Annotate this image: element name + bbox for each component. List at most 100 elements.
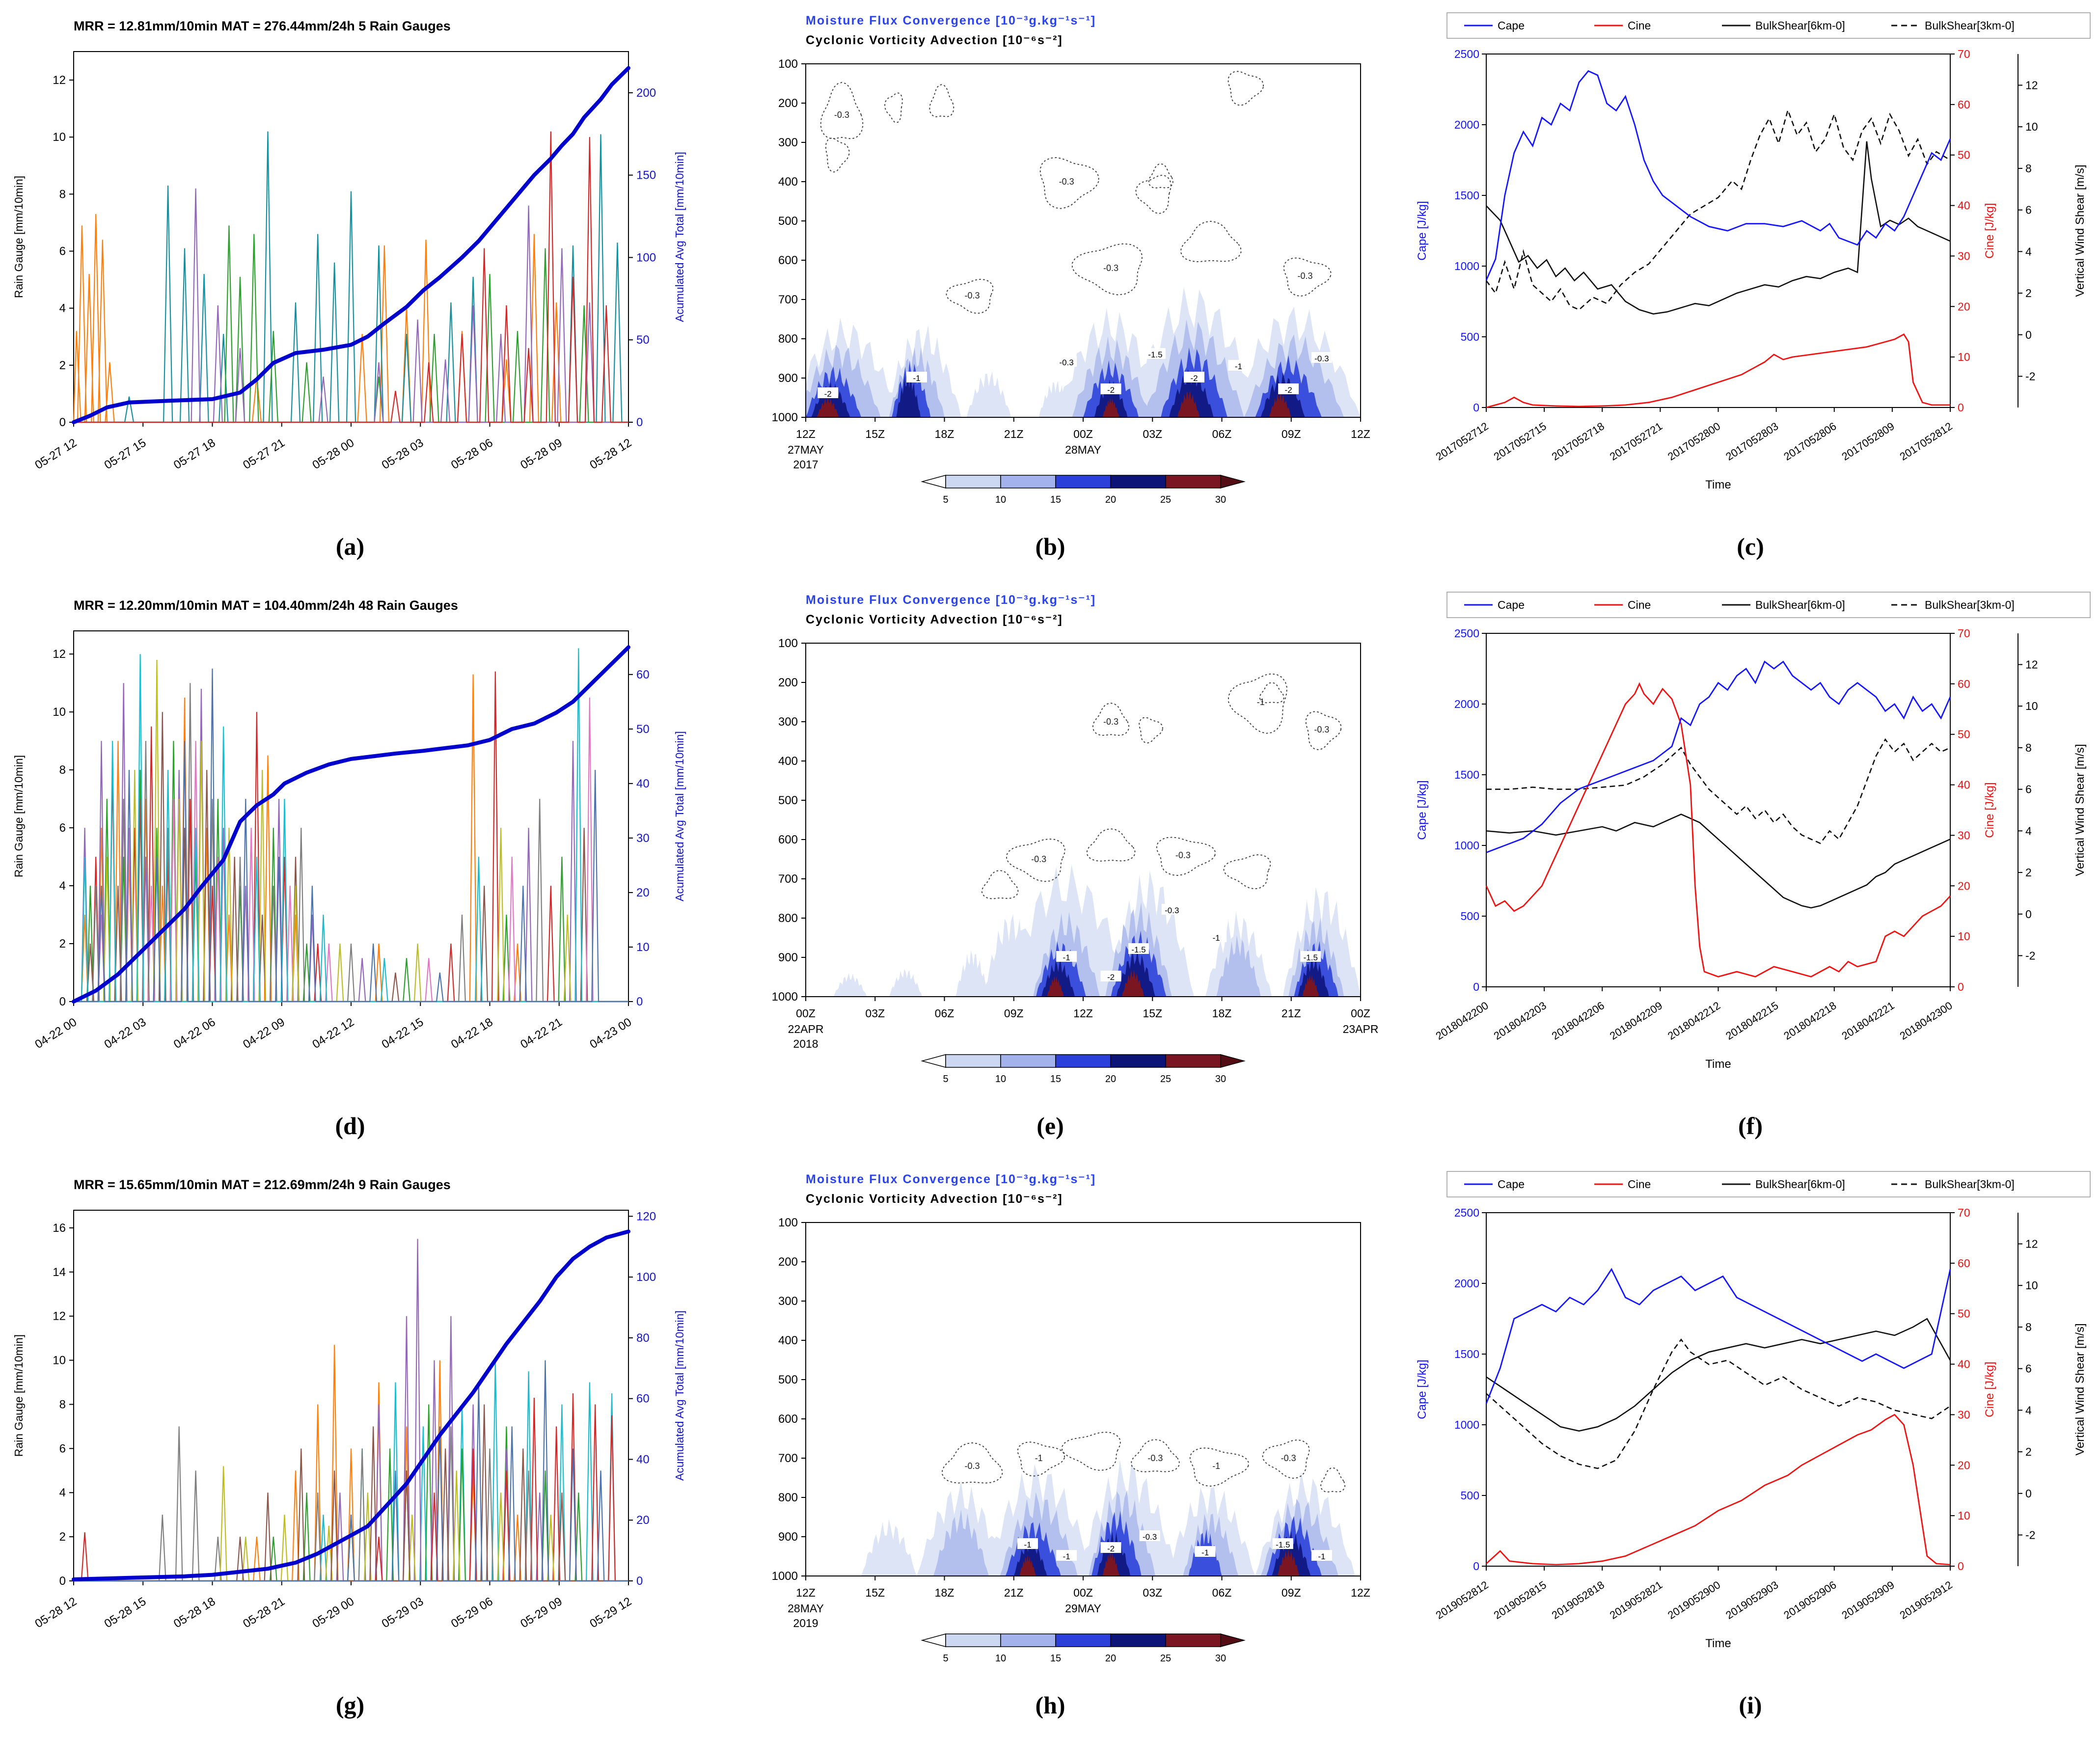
panel-h: Moisture Flux Convergence [10⁻³g.kg⁻¹s⁻¹… [700, 1159, 1400, 1738]
panel-b-chart: Moisture Flux Convergence [10⁻³g.kg⁻¹s⁻¹… [700, 0, 1400, 540]
panel-c: Cape Cine BulkShear[6km-0] BulkShear[3km-0]… [1400, 0, 2100, 579]
svg-text:-1: -1 [913, 374, 920, 383]
svg-text:03Z: 03Z [1143, 1586, 1162, 1599]
svg-text:0: 0 [1958, 1560, 1964, 1573]
svg-text:2: 2 [59, 1530, 66, 1544]
svg-text:6: 6 [59, 821, 66, 835]
svg-text:20: 20 [1958, 879, 1970, 892]
svg-text:-0.3: -0.3 [1297, 271, 1312, 281]
svg-text:6: 6 [2025, 783, 2032, 796]
svg-text:Cyclonic Vorticity Advection [: Cyclonic Vorticity Advection [10⁻⁶s⁻²] [806, 1192, 1063, 1206]
svg-text:500: 500 [1461, 330, 1479, 343]
svg-text:100: 100 [636, 1271, 656, 1284]
svg-text:40: 40 [1958, 779, 1970, 791]
svg-text:10: 10 [2025, 120, 2038, 133]
cape-chart-svg: Cape Cine BulkShear[6km-0] BulkShear[3km-0]… [1416, 592, 2091, 1071]
rain-chart-svg: MRR = 12.20mm/10min MAT = 104.40mm/24h 4… [12, 598, 686, 1051]
panel-e: Moisture Flux Convergence [10⁻³g.kg⁻¹s⁻¹… [700, 579, 1400, 1159]
svg-text:05-28 09: 05-28 09 [518, 436, 565, 472]
svg-text:40: 40 [1958, 1358, 1970, 1371]
svg-text:16: 16 [53, 1222, 66, 1235]
svg-text:00Z: 00Z [1073, 428, 1093, 440]
svg-text:40: 40 [636, 777, 650, 790]
panel-a-label: (a) [335, 533, 365, 560]
svg-text:Cape [J/kg]: Cape [J/kg] [1416, 201, 1429, 260]
svg-text:05-29 12: 05-29 12 [588, 1595, 634, 1630]
svg-text:10: 10 [53, 131, 66, 144]
svg-text:05-28 18: 05-28 18 [171, 1595, 218, 1630]
svg-text:21Z: 21Z [1282, 1007, 1301, 1020]
panel-d-chart: MRR = 12.20mm/10min MAT = 104.40mm/24h 4… [0, 579, 700, 1119]
svg-text:05-27 18: 05-27 18 [171, 436, 218, 472]
svg-text:-2: -2 [1107, 973, 1115, 982]
svg-text:500: 500 [1461, 910, 1479, 923]
svg-text:Moisture Flux Convergence [10⁻: Moisture Flux Convergence [10⁻³g.kg⁻¹s⁻¹… [806, 593, 1096, 607]
svg-text:-2: -2 [824, 389, 832, 399]
svg-text:150: 150 [636, 169, 656, 182]
svg-text:-1: -1 [1035, 1453, 1043, 1463]
svg-text:2018042300: 2018042300 [1897, 999, 1954, 1042]
svg-text:2019: 2019 [793, 1617, 818, 1629]
svg-text:Acumulated Avg Total [mm/10min: Acumulated Avg Total [mm/10min] [673, 731, 686, 901]
svg-text:MRR = 12.81mm/10min MAT = 27: MRR = 12.81mm/10min MAT = 276.44mm/24h 5… [74, 19, 451, 33]
svg-text:2018042206: 2018042206 [1550, 999, 1607, 1042]
svg-text:03Z: 03Z [865, 1007, 885, 1020]
svg-text:70: 70 [1958, 48, 1970, 60]
svg-text:4: 4 [59, 1486, 66, 1499]
svg-text:2: 2 [59, 359, 66, 372]
svg-text:200: 200 [778, 676, 798, 689]
svg-text:50: 50 [636, 723, 650, 736]
svg-text:-2: -2 [1190, 374, 1198, 383]
svg-text:29MAY: 29MAY [1065, 1602, 1101, 1615]
panel-c-chart: Cape Cine BulkShear[6km-0] BulkShear[3km-0]… [1400, 0, 2100, 540]
svg-text:04-22 18: 04-22 18 [449, 1015, 495, 1051]
svg-text:Cine [J/kg]: Cine [J/kg] [1983, 203, 1996, 258]
svg-text:400: 400 [778, 175, 798, 189]
panel-g: MRR = 15.65mm/10min MAT = 212.69mm/24h 9… [0, 1159, 700, 1738]
svg-text:0: 0 [59, 995, 66, 1008]
svg-text:Cape [J/kg]: Cape [J/kg] [1416, 1359, 1429, 1419]
svg-text:20: 20 [1105, 494, 1116, 505]
svg-text:500: 500 [778, 1373, 798, 1386]
rain-chart-svg: MRR = 12.81mm/10min MAT = 276.44mm/24h 5… [12, 19, 686, 472]
svg-text:6: 6 [59, 1442, 66, 1455]
svg-text:2017052718: 2017052718 [1550, 420, 1607, 463]
svg-text:23APR: 23APR [1343, 1023, 1379, 1035]
svg-text:09Z: 09Z [1004, 1007, 1024, 1020]
svg-text:12Z: 12Z [1073, 1007, 1093, 1020]
svg-text:2019052821: 2019052821 [1608, 1578, 1664, 1622]
svg-text:15: 15 [1050, 1074, 1061, 1085]
svg-text:-2: -2 [1107, 385, 1115, 395]
svg-text:Cyclonic Vorticity Advection [: Cyclonic Vorticity Advection [10⁻⁶s⁻²] [806, 613, 1063, 626]
svg-text:Acumulated Avg Total [mm/10min: Acumulated Avg Total [mm/10min] [673, 1310, 686, 1481]
svg-text:0: 0 [636, 995, 643, 1008]
svg-text:BulkShear[6km-0]: BulkShear[6km-0] [1755, 1178, 1845, 1191]
svg-text:-0.3: -0.3 [964, 291, 980, 300]
svg-text:5: 5 [943, 1653, 948, 1664]
svg-text:-1: -1 [1201, 1548, 1209, 1557]
panel-d: MRR = 12.20mm/10min MAT = 104.40mm/24h 4… [0, 579, 700, 1159]
svg-text:BulkShear[6km-0]: BulkShear[6km-0] [1755, 598, 1845, 611]
svg-text:40: 40 [1958, 199, 1970, 212]
svg-text:1000: 1000 [1454, 260, 1479, 272]
svg-text:600: 600 [778, 254, 798, 267]
svg-text:Moisture Flux Convergence [10⁻: Moisture Flux Convergence [10⁻³g.kg⁻¹s⁻¹… [806, 1172, 1096, 1186]
svg-text:20: 20 [1958, 300, 1970, 313]
svg-text:1500: 1500 [1454, 189, 1479, 202]
svg-text:05-27 12: 05-27 12 [33, 436, 80, 472]
svg-text:MRR = 12.20mm/10min MAT = 10: MRR = 12.20mm/10min MAT = 104.40mm/24h 4… [74, 598, 458, 613]
svg-text:8: 8 [2025, 741, 2032, 754]
svg-text:30: 30 [636, 832, 650, 845]
svg-text:05-27 15: 05-27 15 [102, 436, 149, 472]
svg-text:5: 5 [943, 1074, 948, 1085]
svg-text:00Z: 00Z [796, 1007, 816, 1020]
svg-text:2018042203: 2018042203 [1492, 999, 1549, 1042]
panel-f-chart: Cape Cine BulkShear[6km-0] BulkShear[3km-0]… [1400, 579, 2100, 1119]
svg-text:20: 20 [1105, 1074, 1116, 1085]
svg-text:2017052800: 2017052800 [1665, 420, 1722, 463]
svg-text:1000: 1000 [772, 990, 798, 1004]
svg-text:100: 100 [778, 637, 798, 650]
svg-text:30: 30 [1958, 1408, 1970, 1421]
svg-text:10: 10 [1958, 1509, 1970, 1522]
